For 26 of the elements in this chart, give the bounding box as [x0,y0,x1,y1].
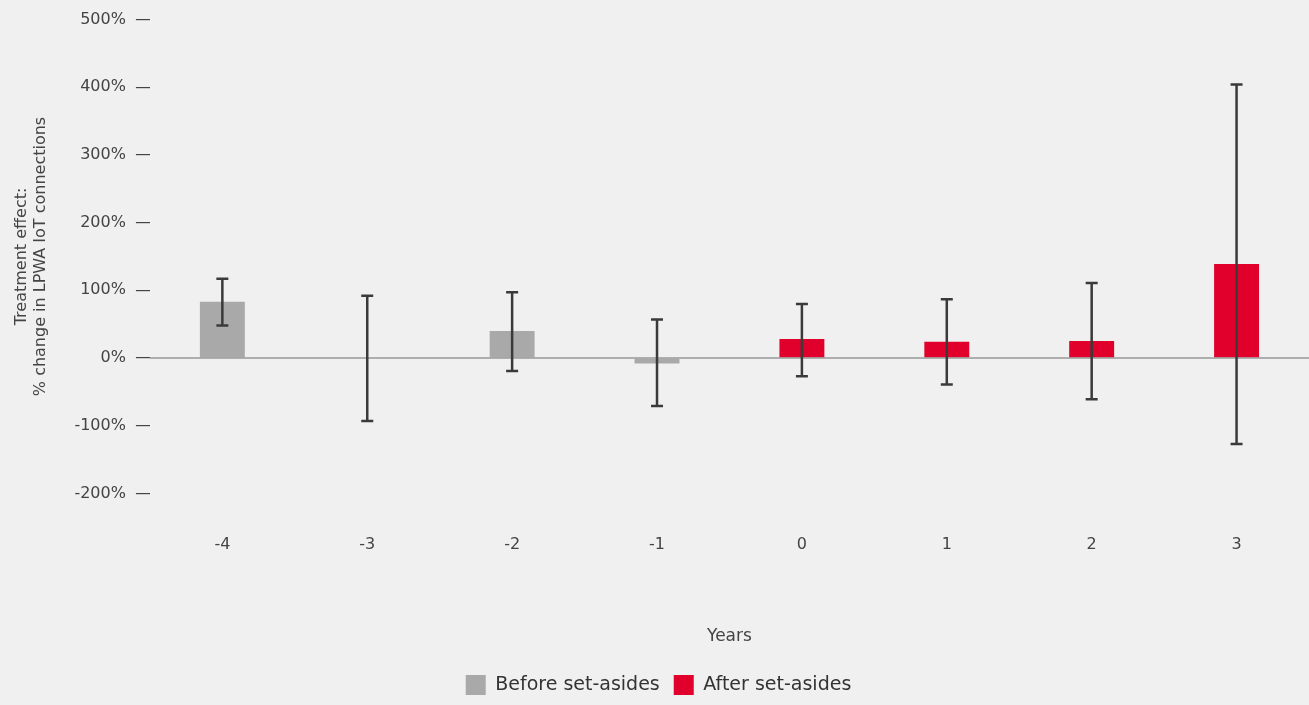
y-tick-label: 0% [100,347,126,367]
legend-label: Before set-asides [495,671,660,694]
x-tick-label: -4 [214,534,231,554]
y-tick-label: 500% [80,8,126,28]
x-tick-label: -3 [359,534,376,554]
legend-label: After set-asides [703,671,852,694]
x-tick-label: 1 [941,534,952,554]
x-tick-label: 0 [796,534,807,554]
x-axis-title: Years [706,625,753,646]
x-tick-label: 3 [1231,534,1242,554]
y-tick-label: 300% [80,144,126,164]
bar [1214,263,1260,358]
y-tick-label: 100% [80,279,126,299]
y-tick-label: -200% [74,482,126,502]
y-tick-label: 200% [80,211,126,231]
y-axis-title: Treatment effect: % change in LPWA IoT connections [10,116,49,397]
y-tick-label: 400% [80,76,126,96]
bar [199,301,245,358]
x-tick-label: -2 [504,534,521,554]
bar [1069,341,1115,358]
y-tick-label: -100% [74,414,126,434]
bar [924,341,970,358]
bar [489,330,535,358]
bar [779,339,825,358]
x-tick-label: -1 [649,534,665,554]
x-tick-label: 2 [1086,534,1097,554]
